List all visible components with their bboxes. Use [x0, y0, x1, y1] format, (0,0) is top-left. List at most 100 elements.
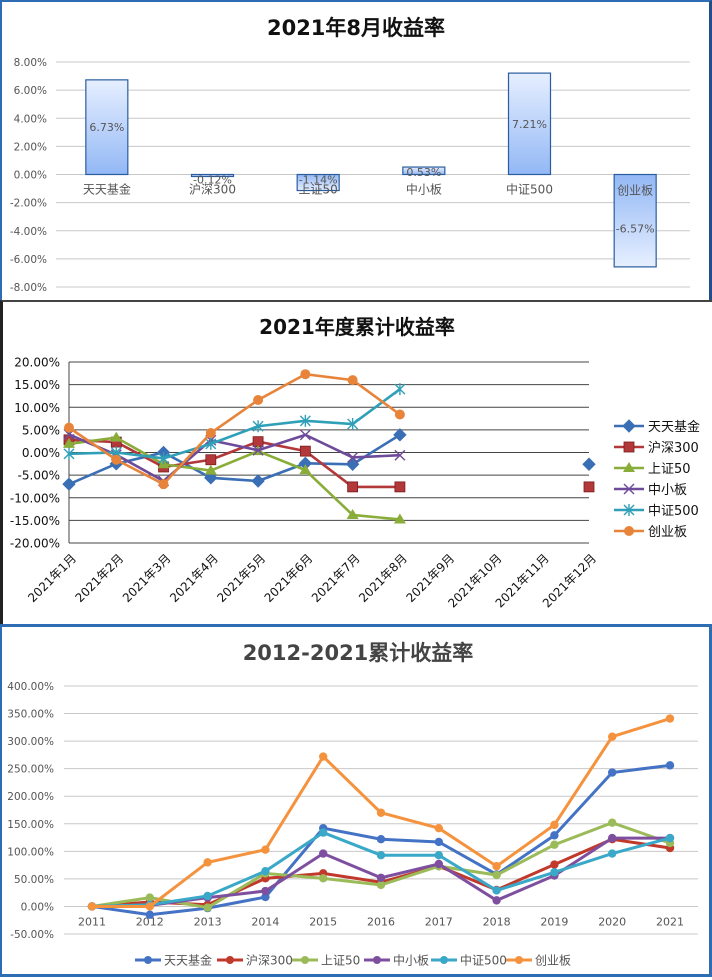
y-tick-label: -6.00% — [10, 254, 47, 266]
y-tick-label: -50.00% — [10, 929, 54, 941]
svg-text:上证50: 上证50 — [321, 954, 360, 968]
x-tick-label: 2019 — [540, 915, 568, 928]
x-tick-label: 2015 — [309, 915, 337, 928]
legend-item: 沪深300 — [217, 954, 293, 968]
svg-text:天天基金: 天天基金 — [648, 419, 700, 435]
chart-title: 2021年度累计收益率 — [259, 315, 455, 339]
x-tick-label: 2021年5月 — [214, 551, 268, 605]
bar — [190, 173, 235, 178]
value-label: -6.57% — [616, 223, 655, 236]
category-label: 天天基金 — [83, 182, 131, 197]
svg-text:中证500: 中证500 — [460, 953, 507, 968]
y-tick-label: 300.00% — [7, 736, 54, 748]
x-tick-label: 2021年6月 — [262, 551, 316, 605]
legend-item: 中小板 — [614, 483, 687, 498]
value-label: -0.12% — [193, 174, 232, 187]
y-tick-label: 50.00% — [14, 874, 54, 886]
legend-item: 天天基金 — [614, 419, 700, 435]
ytd-cumulative-line-chart: 2021年度累计收益率 20.00% 15.00% 10.00% 5.00% 0.00% -… — [10, 315, 700, 610]
svg-text:中证500: 中证500 — [648, 504, 699, 519]
x-tick-label: 2021年1月 — [25, 551, 79, 605]
y-tick-label: 20.00% — [14, 356, 60, 370]
svg-text:中小板: 中小板 — [648, 483, 687, 498]
svg-text:创业板: 创业板 — [648, 525, 687, 540]
series-沪深300 — [87, 835, 675, 911]
x-tick-label: 2021年7月 — [309, 551, 363, 605]
ytd-cumulative-chart-panel: 2021年度累计收益率 20.00% 15.00% 10.00% 5.00% 0.00% -… — [0, 300, 712, 624]
series-创业板 — [64, 369, 405, 490]
y-tick-label: -20.00% — [10, 537, 60, 551]
category-label: 中证500 — [506, 182, 553, 197]
legend-item: 上证50 — [292, 954, 360, 968]
bar — [613, 173, 657, 268]
y-tick-label: 5.00% — [22, 423, 60, 437]
legend-item: 中小板 — [364, 953, 429, 968]
y-tick-label: 15.00% — [14, 378, 60, 392]
legend-item: 中证500 — [614, 504, 699, 519]
x-tick-label: 2021年3月 — [120, 551, 174, 605]
chart-title: 2021年8月收益率 — [267, 16, 445, 40]
y-tick-label: 400.00% — [7, 681, 54, 693]
monthly-return-chart-panel: 2021年8月收益率 8.00% 6.00% 4.00% 2.00% 0.00% -2.00… — [0, 0, 712, 300]
bar — [507, 72, 552, 176]
value-label: 6.73% — [89, 121, 124, 134]
series-创业板 — [87, 714, 675, 911]
legend-item: 创业板 — [506, 954, 571, 968]
value-label: 7.21% — [512, 118, 547, 131]
series-上证50 — [87, 818, 675, 912]
decade-cumulative-line-chart: 2012-2021累计收益率 400.00% 350.00% 300.00% 250.0… — [7, 641, 698, 968]
bar — [402, 166, 446, 176]
y-tick-label: -5.00% — [18, 469, 60, 483]
decade-cumulative-chart-panel: 2012-2021累计收益率 400.00% 350.00% 300.00% 250.0… — [0, 624, 712, 977]
y-tick-label: 10.00% — [14, 401, 60, 415]
svg-text:中小板: 中小板 — [393, 953, 429, 968]
category-label: 创业板 — [617, 184, 653, 198]
series-中小板 — [87, 833, 675, 911]
y-tick-label: 200.00% — [7, 791, 54, 803]
x-tick-label: 2021 — [656, 915, 684, 928]
x-tick-label: 2021年4月 — [167, 551, 221, 605]
series-天天基金 — [87, 761, 675, 919]
svg-text:沪深300: 沪深300 — [246, 954, 293, 968]
series-天天基金 — [62, 428, 596, 491]
x-tick-label: 2016 — [367, 915, 395, 928]
x-tick-label: 2021年2月 — [73, 551, 127, 605]
svg-text:沪深300: 沪深300 — [648, 440, 699, 456]
x-tick-label: 2012 — [136, 915, 164, 928]
svg-text:上证50: 上证50 — [648, 462, 691, 477]
y-tick-label: 0.00% — [21, 901, 54, 913]
bar — [85, 79, 129, 176]
category-label: 中小板 — [406, 182, 442, 197]
x-tick-label: 2020 — [598, 915, 626, 928]
x-tick-label: 2013 — [194, 915, 222, 928]
category-label: 沪深300 — [189, 183, 236, 197]
y-tick-label: 8.00% — [14, 57, 47, 69]
legend-item: 创业板 — [614, 525, 687, 540]
value-label: -1.14% — [299, 174, 338, 187]
y-tick-label: 350.00% — [7, 709, 54, 721]
legend-item: 上证50 — [614, 462, 691, 477]
x-tick-label: 2014 — [251, 915, 279, 928]
x-tick-label: 2011 — [78, 915, 106, 928]
y-tick-label: 100.00% — [7, 846, 54, 858]
legend-item: 天天基金 — [135, 953, 212, 968]
y-tick-label: -15.00% — [10, 514, 60, 528]
x-tick-label: 2017 — [425, 915, 453, 928]
chart-title: 2012-2021累计收益率 — [243, 641, 474, 665]
y-tick-label: 250.00% — [7, 764, 54, 776]
y-tick-label: -4.00% — [10, 226, 47, 238]
y-tick-label: 150.00% — [7, 819, 54, 831]
legend-item: 沪深300 — [614, 440, 699, 456]
x-tick-label: 2021年8月 — [356, 551, 410, 605]
value-label: 0.53% — [406, 166, 441, 179]
bar — [296, 173, 340, 192]
y-tick-label: 0.00% — [22, 446, 60, 460]
y-tick-label: -2.00% — [10, 198, 47, 210]
y-tick-label: 2.00% — [14, 141, 47, 153]
y-tick-label: -10.00% — [10, 491, 60, 505]
y-tick-label: 4.00% — [14, 113, 47, 125]
category-label: 上证50 — [299, 183, 338, 197]
svg-text:天天基金: 天天基金 — [164, 953, 212, 968]
monthly-return-bar-chart: 2021年8月收益率 8.00% 6.00% 4.00% 2.00% 0.00% -2.00… — [10, 16, 690, 294]
series-中证500 — [63, 383, 406, 465]
